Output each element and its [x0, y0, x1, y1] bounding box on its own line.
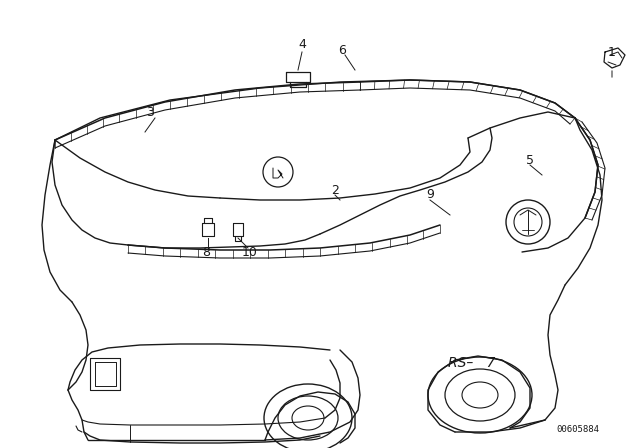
Text: 3: 3 — [146, 107, 154, 120]
Text: 4: 4 — [298, 38, 306, 51]
Text: RS–   7: RS– 7 — [448, 356, 495, 370]
Text: 1: 1 — [608, 46, 616, 59]
Text: 00605884: 00605884 — [557, 426, 600, 435]
Text: 6: 6 — [338, 43, 346, 56]
Text: 5: 5 — [526, 154, 534, 167]
Text: 9: 9 — [426, 189, 434, 202]
Text: 2: 2 — [331, 184, 339, 197]
Text: 10: 10 — [242, 246, 258, 258]
Text: 8: 8 — [202, 246, 210, 258]
